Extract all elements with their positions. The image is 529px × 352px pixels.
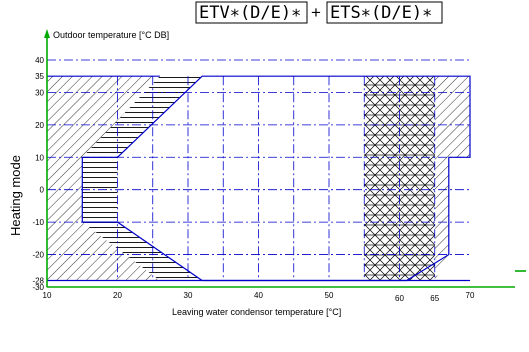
y-axis-title: Outdoor temperature [°C DB] — [53, 30, 169, 40]
title-part-left: ETV∗(D/E)∗ — [199, 3, 301, 23]
y-tick-label: 0 — [40, 186, 45, 195]
x-tick-labels: 10 20 30 40 50 60 65 70 — [43, 291, 475, 303]
x-tick-label: 50 — [325, 291, 334, 300]
region-horizontal-0 — [82, 76, 203, 281]
x-tick-label: 10 — [43, 291, 52, 300]
y-tick-label: -30 — [32, 283, 44, 292]
title-box-left — [195, 1, 308, 24]
axes — [44, 29, 526, 288]
y-tick-label: -20 — [32, 251, 44, 260]
x-tick-label: 60 — [395, 294, 404, 303]
x-tick-label: 40 — [254, 291, 263, 300]
x-tick-label: 20 — [113, 291, 122, 300]
y-tick-label: 40 — [35, 56, 44, 65]
title-part-right: ETS∗(D/E)∗ — [330, 3, 432, 23]
title-part-plus: + — [311, 3, 321, 22]
y-tick-label: 10 — [35, 153, 44, 162]
y-tick-labels: 40 35 30 20 10 0 -10 -20 -28-30 — [32, 56, 44, 292]
region-diagonal-3 — [434, 76, 470, 281]
y-axis-arrow — [44, 29, 50, 38]
x-tick-label: 65 — [430, 294, 439, 303]
heating-mode-label: Heating mode — [8, 155, 23, 236]
y-tick-label: 35 — [35, 72, 44, 81]
chart-title: ETV∗(D/E)∗ + ETS∗(D/E)∗ — [195, 1, 443, 24]
region-diagonal-2 — [47, 76, 160, 281]
y-tick-label: -10 — [32, 218, 44, 227]
y-tick-label: 30 — [35, 88, 44, 97]
x-tick-label: 30 — [184, 291, 193, 300]
x-axis-title: Leaving water condensor temperature [°C] — [172, 307, 341, 317]
operating-boundary — [81, 75, 471, 282]
y-tick-label: -28 — [32, 277, 44, 286]
x-tick-label: 70 — [466, 291, 475, 300]
y-tick-label: 20 — [35, 121, 44, 130]
title-box-right — [326, 1, 443, 24]
